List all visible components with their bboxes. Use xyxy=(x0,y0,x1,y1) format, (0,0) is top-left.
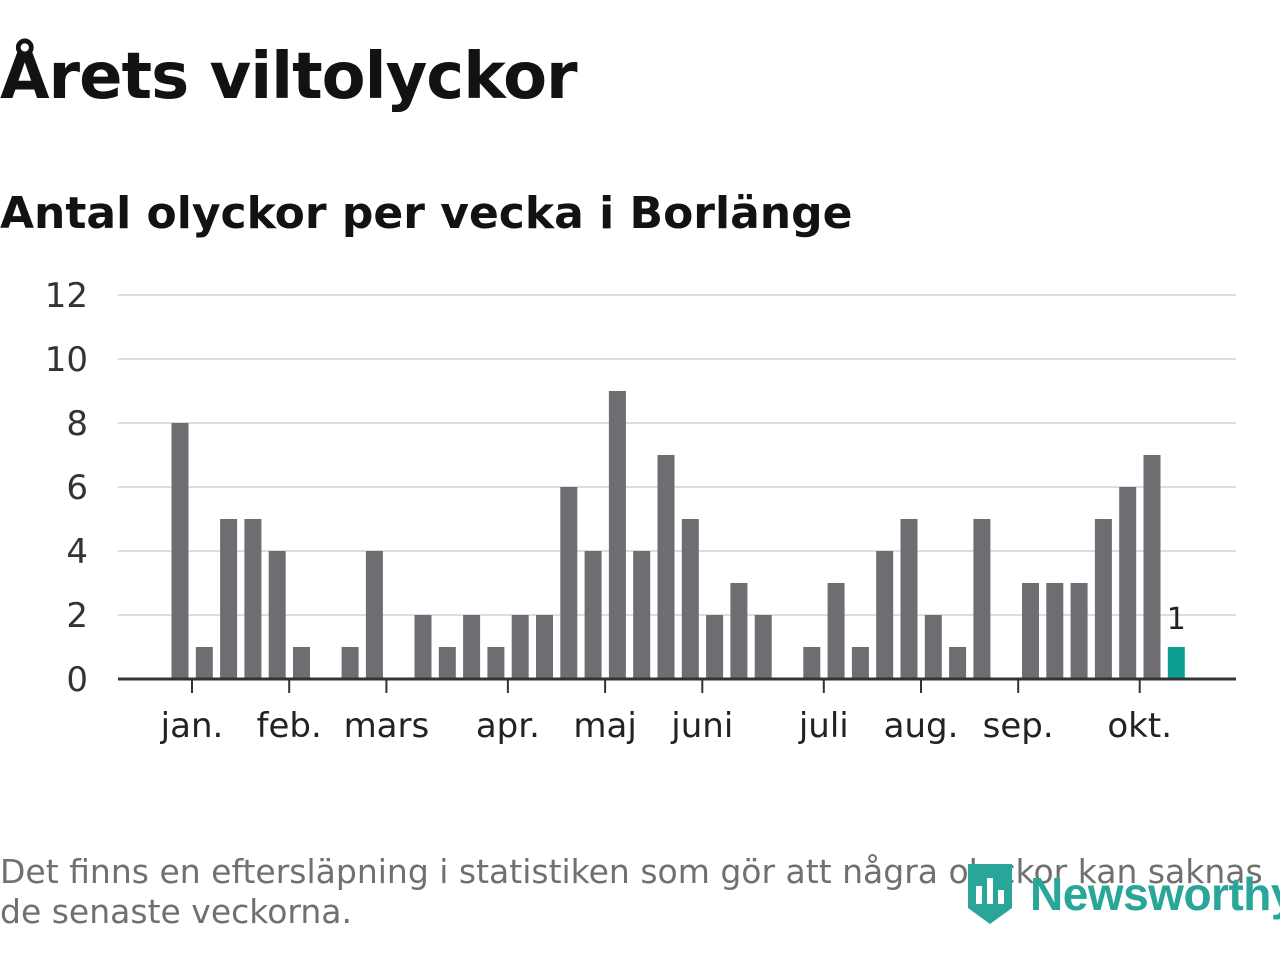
bar xyxy=(511,615,529,679)
y-tick-label: 10 xyxy=(45,340,88,380)
bar xyxy=(268,551,286,679)
y-tick-label: 4 xyxy=(66,532,88,572)
chart-title: Årets viltolyckor xyxy=(0,40,578,114)
x-tick-label: apr. xyxy=(476,706,540,746)
bar xyxy=(657,455,675,679)
bar xyxy=(244,519,262,679)
bar xyxy=(1094,519,1112,679)
bar xyxy=(341,647,359,679)
x-tick-label: juni xyxy=(670,706,733,746)
bar xyxy=(924,615,942,679)
bar xyxy=(706,615,724,679)
chart-subtitle: Antal olyckor per vecka i Borlänge xyxy=(0,188,853,239)
bar xyxy=(1119,487,1137,679)
bar xyxy=(438,647,456,679)
x-tick-label: jan. xyxy=(160,706,224,746)
footnote: Det finns en eftersläpning i statistiken… xyxy=(0,852,1263,931)
bar xyxy=(463,615,481,679)
bar xyxy=(730,583,748,679)
y-tick-label: 6 xyxy=(66,468,88,508)
bar xyxy=(973,519,991,679)
highlight-value-label: 1 xyxy=(1167,602,1186,637)
bar xyxy=(1070,583,1088,679)
bar xyxy=(220,519,238,679)
x-tick-label: aug. xyxy=(884,706,959,746)
bar xyxy=(608,391,626,679)
x-tick-label: juli xyxy=(798,706,849,746)
y-tick-label: 8 xyxy=(66,404,88,444)
bar xyxy=(754,615,772,679)
bar xyxy=(803,647,821,679)
bar xyxy=(1046,583,1064,679)
data-labels: 1 xyxy=(1167,602,1186,637)
bar xyxy=(536,615,553,679)
y-axis-ticks: 0 2 4 6 8 10 12 xyxy=(45,276,88,700)
y-tick-label: 0 xyxy=(66,660,88,700)
x-tick-label: okt. xyxy=(1107,706,1172,746)
x-tick-label: mars xyxy=(344,706,430,746)
bar xyxy=(1143,455,1161,679)
bar xyxy=(851,647,869,679)
brand-name: Newsworthy xyxy=(1030,868,1280,920)
bar xyxy=(900,519,918,679)
x-tick-label: feb. xyxy=(257,706,322,746)
bar xyxy=(1022,583,1039,679)
bar xyxy=(414,615,432,679)
x-tick-label: maj xyxy=(573,706,636,746)
bar xyxy=(365,551,383,679)
newsworthy-logo-icon xyxy=(968,864,1012,924)
bar xyxy=(633,551,651,679)
bar xyxy=(487,647,505,679)
bar xyxy=(171,423,189,679)
x-axis-ticks: jan. feb. mars apr. maj juni juli aug. sep. okt. xyxy=(160,679,1172,746)
bar xyxy=(681,519,699,679)
bar-chart: 0 2 4 6 8 10 12 jan. feb. mars apr. maj juni juli aug… xyxy=(45,276,1236,746)
y-tick-label: 12 xyxy=(45,276,88,316)
bar xyxy=(560,487,578,679)
bar xyxy=(293,647,310,679)
bar xyxy=(876,551,894,679)
bar xyxy=(584,551,602,679)
bar xyxy=(949,647,967,679)
bars xyxy=(171,391,1185,679)
bar xyxy=(195,647,213,679)
bar-current-week xyxy=(1167,647,1185,679)
y-tick-label: 2 xyxy=(66,596,88,636)
brand-logo: Newsworthy xyxy=(964,860,1280,928)
x-tick-label: sep. xyxy=(983,706,1054,746)
bar xyxy=(827,583,845,679)
